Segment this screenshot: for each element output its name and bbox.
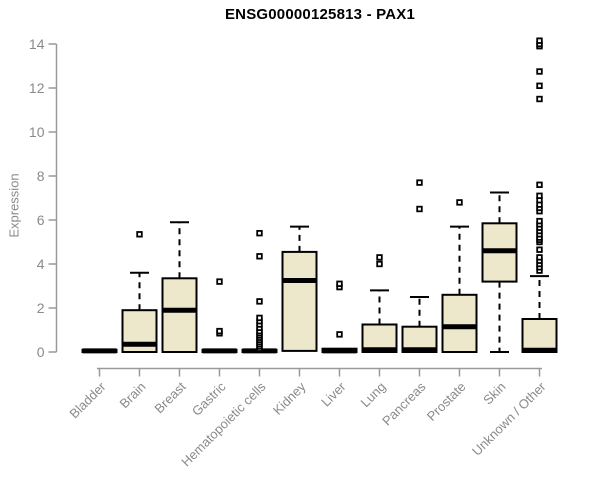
- outlier-point: [376, 260, 383, 268]
- outlier-point: [376, 254, 383, 261]
- outlier-point: [536, 192, 543, 199]
- x-tick-label: Prostate: [424, 379, 469, 424]
- outlier-point: [536, 37, 543, 44]
- outlier-point: [416, 179, 423, 186]
- outlier-point: [256, 253, 263, 260]
- outlier-point: [456, 199, 463, 206]
- x-tick-label: Breast: [151, 379, 188, 416]
- x-tick-label: Pancreas: [379, 379, 429, 429]
- x-tick-label: Kidney: [270, 379, 309, 418]
- x-tick-label: Brain: [117, 379, 149, 411]
- outlier-point: [336, 280, 343, 287]
- outlier-point: [536, 181, 543, 188]
- box: [281, 250, 318, 352]
- y-tick-label: 4: [37, 256, 45, 272]
- outlier-point: [336, 331, 343, 338]
- y-tick-label: 6: [37, 212, 45, 228]
- x-tick-label: Liver: [318, 379, 349, 410]
- outlier-point: [536, 82, 543, 89]
- box: [441, 293, 478, 353]
- box: [161, 277, 198, 353]
- x-tick-label: Skin: [480, 379, 508, 407]
- y-tick-label: 8: [37, 168, 45, 184]
- x-tick-label: Lung: [358, 379, 389, 410]
- outlier-point: [256, 229, 263, 237]
- outlier-point: [256, 314, 263, 322]
- outlier-point: [216, 327, 223, 335]
- outlier-point: [536, 254, 543, 261]
- y-tick-label: 0: [37, 344, 45, 360]
- outlier-point: [256, 298, 263, 305]
- y-tick-label: 14: [29, 36, 45, 52]
- y-tick-label: 2: [37, 300, 45, 316]
- box: [521, 318, 558, 353]
- x-tick-label: Bladder: [66, 379, 109, 422]
- chart-title: ENSG00000125813 - PAX1: [224, 6, 416, 23]
- outlier-point: [136, 231, 143, 238]
- outlier-point: [536, 217, 543, 225]
- y-tick-label: 12: [29, 80, 45, 96]
- outlier-point: [536, 95, 543, 103]
- outlier-point: [536, 68, 543, 75]
- outlier-point: [536, 246, 543, 253]
- outlier-point: [416, 205, 423, 213]
- y-tick-label: 10: [29, 124, 45, 140]
- outlier-point: [216, 278, 223, 285]
- x-tick-label: Unknown / Other: [469, 379, 549, 459]
